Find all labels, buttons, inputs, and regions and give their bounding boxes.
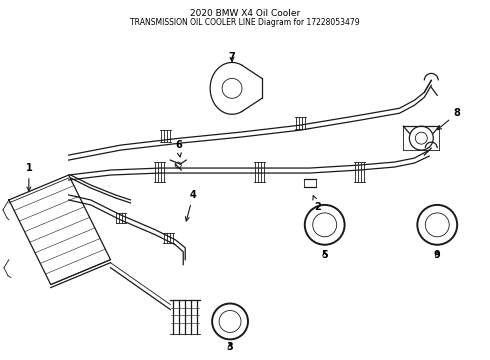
Text: 8: 8 xyxy=(438,108,461,130)
Text: 2020 BMW X4 Oil Cooler: 2020 BMW X4 Oil Cooler xyxy=(190,9,300,18)
Text: 3: 3 xyxy=(227,342,233,352)
Text: 1: 1 xyxy=(25,163,32,191)
Text: 6: 6 xyxy=(175,140,182,157)
Text: 2: 2 xyxy=(313,196,321,212)
Text: 5: 5 xyxy=(321,250,328,260)
Text: 9: 9 xyxy=(434,250,441,260)
Text: 7: 7 xyxy=(229,53,235,63)
Text: TRANSMISSION OIL COOLER LINE Diagram for 17228053479: TRANSMISSION OIL COOLER LINE Diagram for… xyxy=(130,18,360,27)
Text: 4: 4 xyxy=(185,190,196,221)
